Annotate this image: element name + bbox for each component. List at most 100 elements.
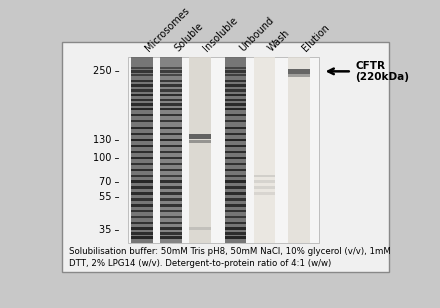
Bar: [160, 236, 182, 238]
Bar: [160, 74, 182, 76]
Bar: [225, 163, 246, 165]
Bar: [160, 157, 182, 159]
Bar: [131, 89, 153, 91]
Bar: [131, 145, 153, 147]
Bar: [131, 227, 153, 230]
Bar: [131, 168, 153, 171]
Bar: [131, 210, 153, 213]
Bar: [131, 99, 153, 101]
Bar: [131, 120, 153, 122]
Bar: [225, 180, 246, 183]
Text: Insoluble: Insoluble: [202, 15, 240, 54]
Bar: [254, 192, 275, 195]
Bar: [254, 57, 275, 243]
Bar: [160, 99, 182, 101]
Bar: [189, 227, 211, 230]
Bar: [131, 222, 153, 224]
Bar: [160, 67, 182, 69]
Bar: [131, 180, 153, 183]
Bar: [288, 74, 310, 77]
Bar: [160, 127, 182, 129]
Bar: [160, 133, 182, 136]
Bar: [131, 216, 153, 218]
Bar: [225, 74, 246, 76]
Bar: [225, 139, 246, 141]
Text: 35 –: 35 –: [99, 225, 120, 235]
Bar: [189, 134, 211, 139]
Bar: [225, 57, 246, 243]
Bar: [131, 236, 153, 238]
Text: Solubilisation buffer: 50mM Tris pH8, 50mM NaCl, 10% glycerol (v/v), 1mM
DTT, 2%: Solubilisation buffer: 50mM Tris pH8, 50…: [69, 247, 391, 268]
Text: Elution: Elution: [301, 22, 332, 54]
Bar: [128, 57, 319, 243]
Text: 130 –: 130 –: [93, 135, 120, 145]
Bar: [225, 108, 246, 111]
Bar: [131, 204, 153, 207]
Bar: [160, 227, 182, 230]
Bar: [131, 139, 153, 141]
Bar: [288, 69, 310, 74]
Bar: [225, 67, 246, 69]
Bar: [160, 108, 182, 111]
Bar: [131, 74, 153, 76]
Bar: [131, 175, 153, 177]
Bar: [225, 192, 246, 195]
Bar: [225, 216, 246, 218]
Bar: [131, 127, 153, 129]
Bar: [225, 133, 246, 136]
Bar: [225, 127, 246, 129]
Bar: [225, 94, 246, 96]
Bar: [225, 236, 246, 238]
Text: Soluble: Soluble: [172, 21, 205, 54]
Bar: [160, 163, 182, 165]
Bar: [225, 232, 246, 234]
Bar: [225, 80, 246, 82]
Bar: [131, 151, 153, 153]
Bar: [160, 151, 182, 153]
Bar: [225, 210, 246, 213]
Bar: [160, 186, 182, 189]
Bar: [131, 80, 153, 82]
Bar: [225, 186, 246, 189]
Bar: [160, 232, 182, 234]
Bar: [160, 139, 182, 141]
Bar: [160, 175, 182, 177]
Bar: [131, 186, 153, 189]
Bar: [131, 103, 153, 106]
Text: Wash: Wash: [267, 28, 292, 54]
Bar: [160, 94, 182, 96]
Bar: [160, 145, 182, 147]
Bar: [160, 204, 182, 207]
Bar: [160, 168, 182, 171]
Text: 250 –: 250 –: [93, 66, 120, 76]
Bar: [131, 198, 153, 201]
Bar: [160, 192, 182, 195]
Bar: [225, 99, 246, 101]
Bar: [254, 186, 275, 189]
Bar: [131, 163, 153, 165]
Bar: [160, 216, 182, 218]
Bar: [160, 210, 182, 213]
Bar: [160, 84, 182, 87]
Bar: [225, 222, 246, 224]
Bar: [189, 140, 211, 143]
Bar: [225, 145, 246, 147]
Bar: [160, 180, 182, 183]
Bar: [225, 168, 246, 171]
Bar: [288, 57, 310, 243]
Bar: [131, 133, 153, 136]
Bar: [131, 157, 153, 159]
Bar: [160, 89, 182, 91]
Bar: [160, 80, 182, 82]
Bar: [160, 120, 182, 122]
Bar: [189, 57, 211, 243]
Bar: [225, 120, 246, 122]
Bar: [225, 84, 246, 87]
Bar: [131, 57, 153, 243]
Bar: [225, 198, 246, 201]
Bar: [160, 57, 182, 243]
Text: CFTR
(220kDa): CFTR (220kDa): [355, 61, 409, 82]
Bar: [225, 70, 246, 72]
Text: 100 –: 100 –: [93, 153, 120, 163]
Bar: [225, 103, 246, 106]
